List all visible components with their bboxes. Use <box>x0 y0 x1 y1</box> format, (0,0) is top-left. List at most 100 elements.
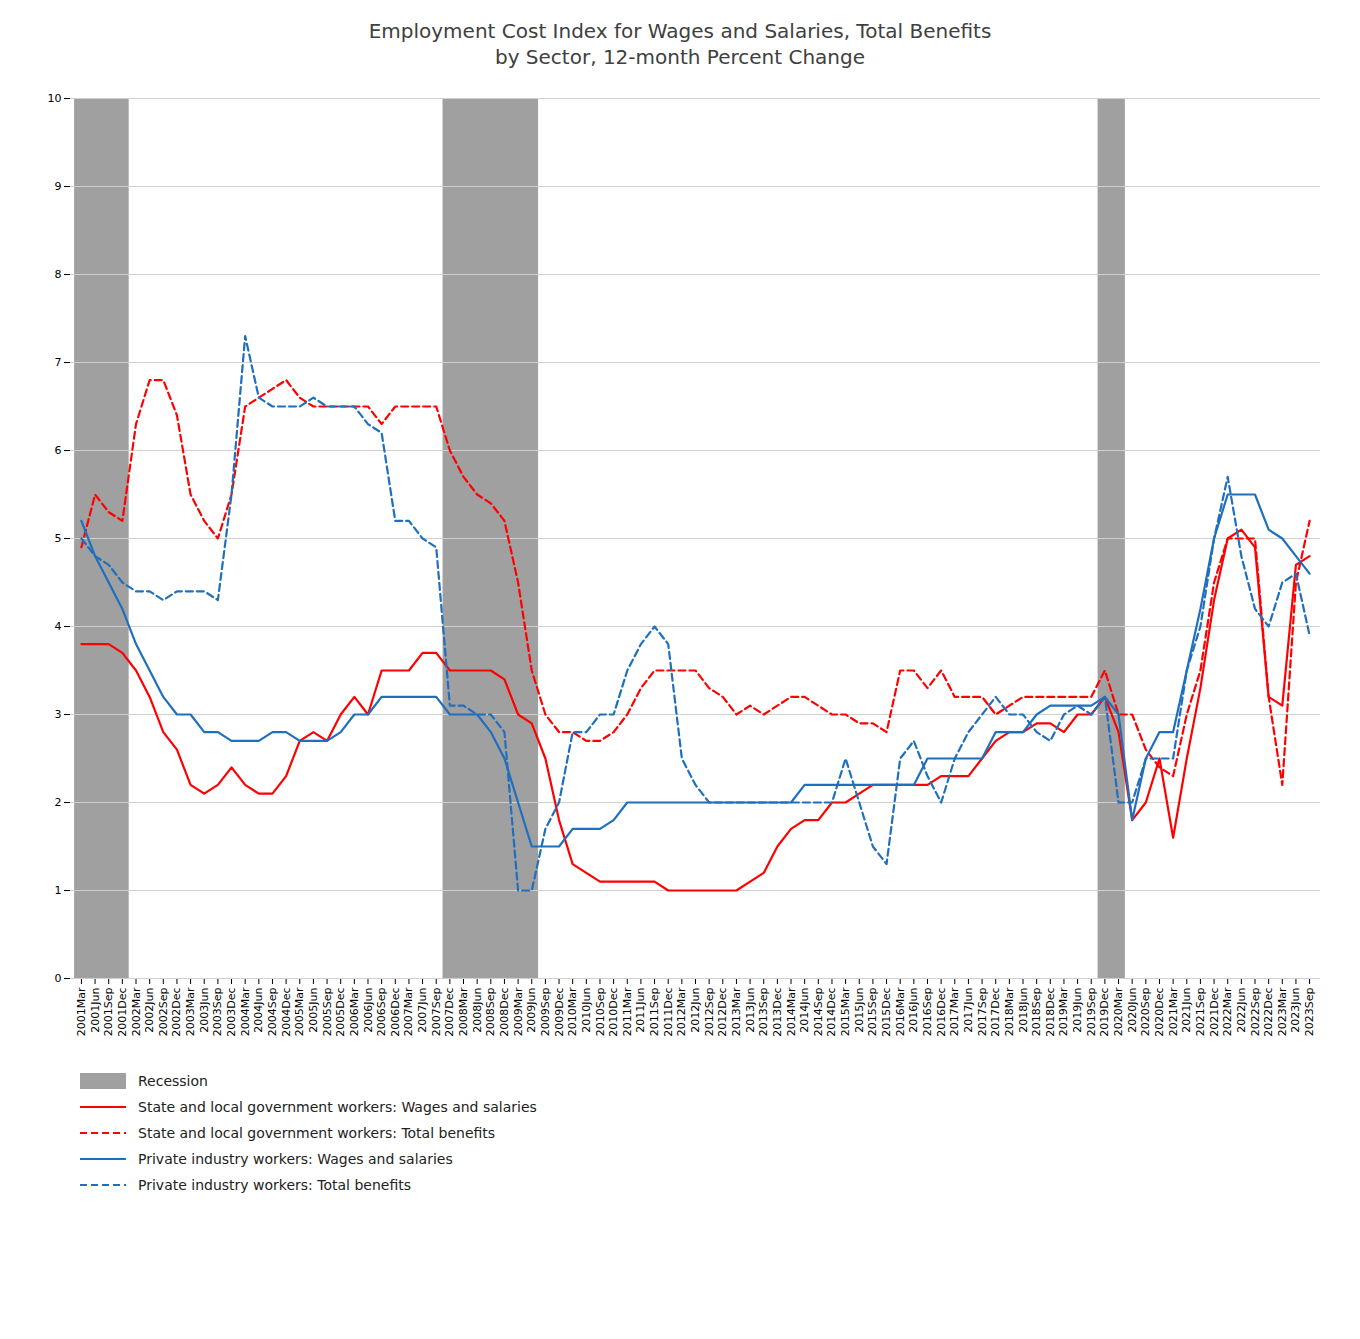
svg-text:3: 3 <box>55 708 62 721</box>
svg-text:2015Jun: 2015Jun <box>853 987 866 1032</box>
svg-text:2006Jun: 2006Jun <box>362 987 375 1032</box>
svg-text:2013Sep: 2013Sep <box>757 987 770 1036</box>
svg-text:2017Jun: 2017Jun <box>962 987 975 1032</box>
svg-text:2002Sep: 2002Sep <box>157 987 170 1036</box>
svg-text:2014Dec: 2014Dec <box>825 988 838 1037</box>
svg-text:2: 2 <box>55 796 62 809</box>
svg-text:2022Mar: 2022Mar <box>1221 987 1234 1036</box>
svg-text:2002Mar: 2002Mar <box>130 987 143 1036</box>
svg-text:9: 9 <box>55 180 62 193</box>
svg-text:2017Mar: 2017Mar <box>948 987 961 1036</box>
svg-text:2023Jun: 2023Jun <box>1289 987 1302 1032</box>
svg-text:2012Dec: 2012Dec <box>716 988 729 1037</box>
svg-text:2011Dec: 2011Dec <box>662 988 675 1037</box>
svg-text:2013Jun: 2013Jun <box>744 987 757 1032</box>
svg-text:2020Dec: 2020Dec <box>1153 988 1166 1037</box>
svg-text:4: 4 <box>55 620 62 633</box>
svg-text:2023Sep: 2023Sep <box>1303 987 1316 1036</box>
svg-text:2014Jun: 2014Jun <box>798 987 811 1032</box>
svg-text:2008Sep: 2008Sep <box>484 987 497 1036</box>
svg-text:2013Dec: 2013Dec <box>771 988 784 1037</box>
svg-text:2008Dec: 2008Dec <box>498 988 511 1037</box>
svg-text:2011Mar: 2011Mar <box>621 987 634 1036</box>
svg-text:2006Dec: 2006Dec <box>389 988 402 1037</box>
svg-text:2015Sep: 2015Sep <box>866 987 879 1036</box>
svg-text:2003Dec: 2003Dec <box>225 988 238 1037</box>
svg-text:2019Dec: 2019Dec <box>1098 988 1111 1037</box>
svg-text:2005Jun: 2005Jun <box>307 987 320 1032</box>
svg-text:2023Mar: 2023Mar <box>1276 987 1289 1036</box>
svg-text:2001Mar: 2001Mar <box>75 987 88 1036</box>
svg-text:2006Mar: 2006Mar <box>348 987 361 1036</box>
svg-text:2004Sep: 2004Sep <box>266 987 279 1036</box>
svg-text:1: 1 <box>55 884 62 897</box>
svg-text:2012Jun: 2012Jun <box>689 987 702 1032</box>
svg-text:2008Jun: 2008Jun <box>471 987 484 1032</box>
svg-text:2003Mar: 2003Mar <box>184 987 197 1036</box>
svg-text:2015Mar: 2015Mar <box>839 987 852 1036</box>
svg-text:2016Sep: 2016Sep <box>921 987 934 1036</box>
svg-text:2018Jun: 2018Jun <box>1017 987 1030 1032</box>
svg-text:2012Mar: 2012Mar <box>675 987 688 1036</box>
svg-text:7: 7 <box>55 356 62 369</box>
svg-text:5: 5 <box>55 532 62 545</box>
svg-text:2017Sep: 2017Sep <box>976 987 989 1036</box>
svg-text:2001Sep: 2001Sep <box>102 987 115 1036</box>
svg-text:2010Sep: 2010Sep <box>593 987 606 1036</box>
svg-text:2015Dec: 2015Dec <box>880 988 893 1037</box>
svg-text:0: 0 <box>55 972 62 985</box>
svg-text:2021Sep: 2021Sep <box>1194 987 1207 1036</box>
svg-text:2022Jun: 2022Jun <box>1235 987 1248 1032</box>
svg-text:6: 6 <box>55 444 62 457</box>
svg-text:2014Sep: 2014Sep <box>812 987 825 1036</box>
svg-text:2006Sep: 2006Sep <box>375 987 388 1036</box>
svg-text:2002Dec: 2002Dec <box>170 988 183 1037</box>
svg-text:2007Sep: 2007Sep <box>430 987 443 1036</box>
svg-text:2016Dec: 2016Dec <box>935 988 948 1037</box>
svg-text:2004Dec: 2004Dec <box>280 988 293 1037</box>
svg-text:2005Dec: 2005Dec <box>334 988 347 1037</box>
svg-text:2010Jun: 2010Jun <box>580 987 593 1032</box>
svg-text:10: 10 <box>48 92 62 105</box>
svg-text:2022Sep: 2022Sep <box>1249 987 1262 1036</box>
svg-text:2005Mar: 2005Mar <box>293 987 306 1036</box>
svg-text:2018Sep: 2018Sep <box>1030 987 1043 1036</box>
svg-text:2014Mar: 2014Mar <box>785 987 798 1036</box>
svg-text:2007Dec: 2007Dec <box>443 988 456 1037</box>
svg-text:2020Sep: 2020Sep <box>1139 987 1152 1036</box>
svg-text:2003Jun: 2003Jun <box>198 987 211 1032</box>
svg-text:8: 8 <box>55 268 62 281</box>
svg-text:2019Jun: 2019Jun <box>1071 987 1084 1032</box>
svg-text:2016Mar: 2016Mar <box>894 987 907 1036</box>
svg-text:2018Dec: 2018Dec <box>1044 988 1057 1037</box>
svg-text:2007Mar: 2007Mar <box>402 987 415 1036</box>
svg-text:2005Sep: 2005Sep <box>321 987 334 1036</box>
svg-text:2011Sep: 2011Sep <box>648 987 661 1036</box>
svg-text:2002Jun: 2002Jun <box>143 987 156 1032</box>
svg-text:2018Mar: 2018Mar <box>1003 987 1016 1036</box>
svg-text:2012Sep: 2012Sep <box>703 987 716 1036</box>
svg-text:2009Sep: 2009Sep <box>539 987 552 1036</box>
svg-text:2016Jun: 2016Jun <box>907 987 920 1032</box>
svg-text:2011Jun: 2011Jun <box>634 987 647 1032</box>
svg-text:2001Jun: 2001Jun <box>89 987 102 1032</box>
svg-text:2019Sep: 2019Sep <box>1085 987 1098 1036</box>
svg-text:2010Dec: 2010Dec <box>607 988 620 1037</box>
svg-text:2004Jun: 2004Jun <box>252 987 265 1032</box>
svg-text:2009Jun: 2009Jun <box>525 987 538 1032</box>
svg-text:2009Dec: 2009Dec <box>553 988 566 1037</box>
svg-text:2013Mar: 2013Mar <box>730 987 743 1036</box>
svg-text:2001Dec: 2001Dec <box>116 988 129 1037</box>
svg-text:2019Mar: 2019Mar <box>1057 987 1070 1036</box>
svg-text:2008Mar: 2008Mar <box>457 987 470 1036</box>
svg-text:2021Dec: 2021Dec <box>1208 988 1221 1037</box>
svg-text:2021Mar: 2021Mar <box>1167 987 1180 1036</box>
svg-text:2020Jun: 2020Jun <box>1126 987 1139 1032</box>
svg-text:2017Dec: 2017Dec <box>989 988 1002 1037</box>
svg-text:2003Sep: 2003Sep <box>211 987 224 1036</box>
svg-text:2022Dec: 2022Dec <box>1262 988 1275 1037</box>
svg-text:2009Mar: 2009Mar <box>512 987 525 1036</box>
svg-text:2021Jun: 2021Jun <box>1180 987 1193 1032</box>
svg-text:2004Mar: 2004Mar <box>239 987 252 1036</box>
svg-text:2007Jun: 2007Jun <box>416 987 429 1032</box>
